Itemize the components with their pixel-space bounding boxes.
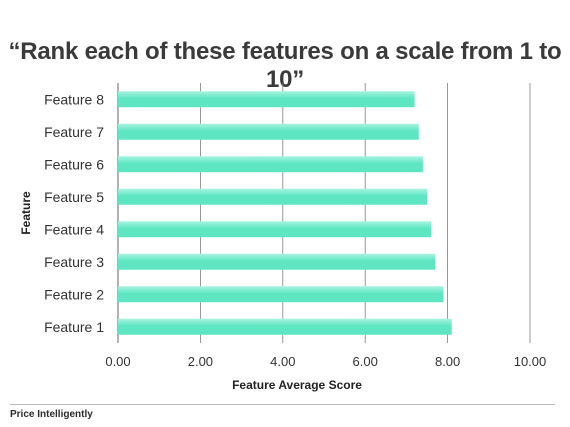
category-label: Feature 6 (44, 156, 104, 172)
x-tick-label: 10.00 (514, 354, 547, 369)
category-label: Feature 3 (44, 254, 104, 270)
category-labels: Feature 1 Feature 2 Feature 3 Feature 4 Feat… (44, 91, 104, 335)
category-label: Feature 4 (44, 221, 104, 237)
x-tick-labels: 0.00 2.00 4.00 6.00 8.00 10.00 (105, 354, 546, 369)
x-tick-label: 4.00 (270, 354, 295, 369)
x-tick-label: 6.00 (353, 354, 378, 369)
bar (118, 318, 452, 335)
footer-divider (10, 404, 555, 405)
bar (118, 188, 427, 205)
category-label: Feature 1 (44, 319, 104, 335)
bar (118, 253, 436, 270)
footer-brand: Price Intelligently (10, 409, 93, 420)
bar (118, 221, 432, 238)
x-axis-title: Feature Average Score (232, 378, 362, 392)
category-label: Feature 2 (44, 286, 104, 302)
x-tick-label: 8.00 (435, 354, 460, 369)
x-tick-label: 2.00 (188, 354, 213, 369)
category-label: Feature 7 (44, 124, 104, 140)
bars (118, 91, 452, 335)
bar (118, 123, 419, 140)
category-label: Feature 8 (44, 91, 104, 107)
chart-title: “Rank each of these features on a scale … (8, 38, 562, 93)
gridlines (117, 83, 531, 343)
y-axis-title: Feature (19, 191, 33, 235)
bar (118, 156, 423, 173)
bar (118, 286, 444, 303)
category-label: Feature 5 (44, 189, 104, 205)
bar (118, 91, 415, 108)
x-tick-label: 0.00 (105, 354, 130, 369)
